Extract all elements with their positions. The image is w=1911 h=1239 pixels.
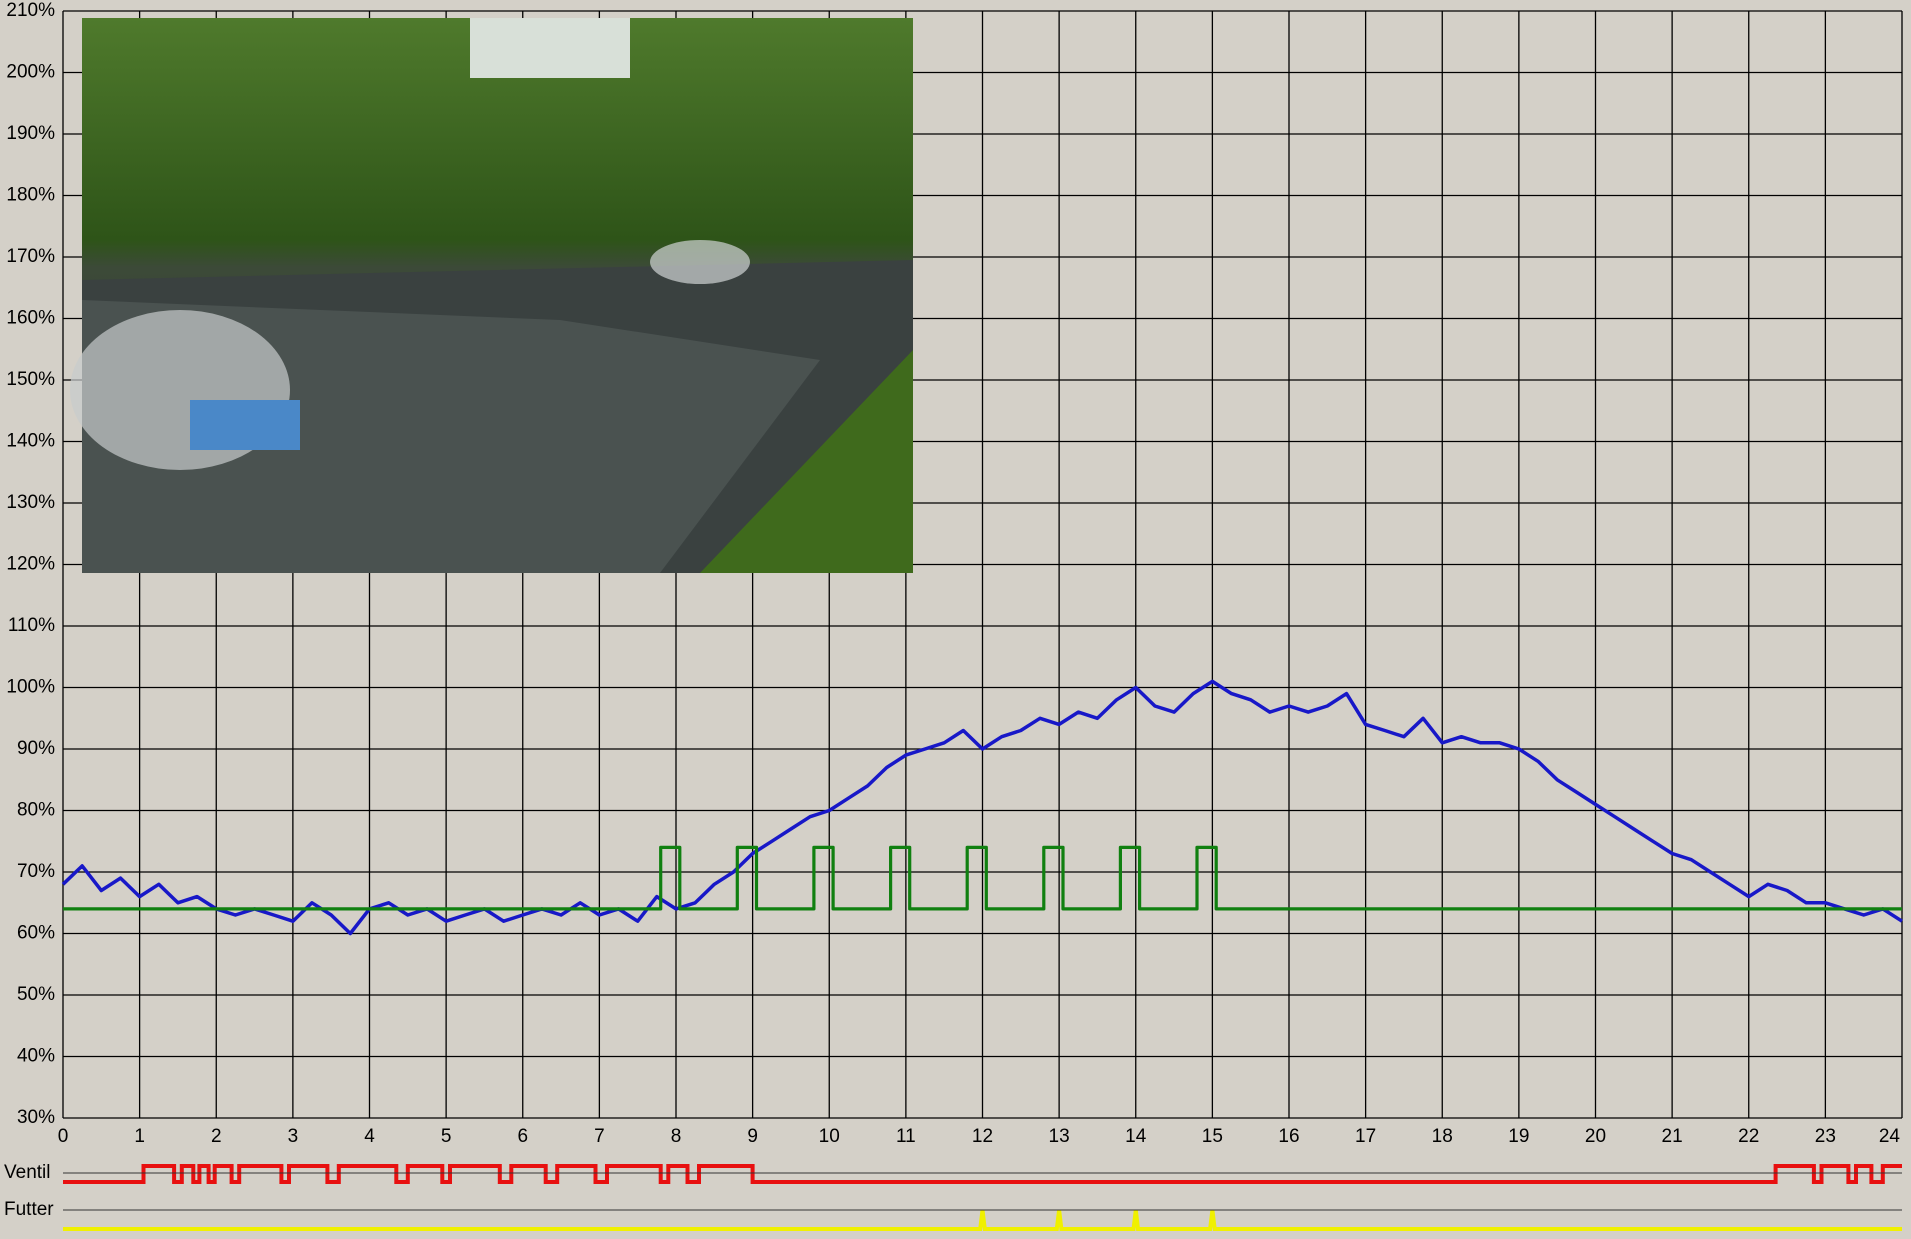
x-tick-label: 4	[364, 1126, 375, 1147]
y-tick-label: 100%	[6, 677, 55, 698]
track-label: Ventil	[4, 1162, 50, 1183]
photo-inset	[70, 18, 913, 573]
x-tick-label: 9	[747, 1126, 758, 1147]
y-tick-label: 210%	[6, 0, 55, 21]
y-tick-label: 160%	[6, 308, 55, 329]
y-tick-label: 30%	[17, 1107, 55, 1128]
y-tick-label: 120%	[6, 554, 55, 575]
x-tick-label: 5	[441, 1126, 452, 1147]
x-tick-label: 14	[1125, 1126, 1147, 1147]
x-tick-label: 16	[1278, 1126, 1299, 1147]
chart: 30%40%50%60%70%80%90%100%110%120%130%140…	[0, 0, 1911, 1239]
x-tick-label: 8	[671, 1126, 682, 1147]
x-tick-label: 12	[972, 1126, 993, 1147]
x-tick-label: 6	[517, 1126, 528, 1147]
x-tick-label: 17	[1355, 1126, 1376, 1147]
x-tick-label: 21	[1662, 1126, 1683, 1147]
x-tick-label: 1	[134, 1126, 145, 1147]
y-tick-label: 70%	[17, 861, 55, 882]
y-tick-label: 40%	[17, 1046, 55, 1067]
x-tick-label: 3	[288, 1126, 299, 1147]
y-tick-label: 110%	[8, 615, 55, 636]
x-tick-label: 7	[594, 1126, 605, 1147]
x-tick-label: 23	[1815, 1126, 1836, 1147]
track-signal	[63, 1166, 1902, 1182]
y-tick-label: 80%	[17, 800, 55, 821]
x-tick-label: 0	[58, 1126, 69, 1147]
y-tick-label: 60%	[17, 923, 55, 944]
x-tick-label: 20	[1585, 1126, 1606, 1147]
y-tick-label: 130%	[6, 492, 55, 513]
x-tick-label: 18	[1432, 1126, 1453, 1147]
track-signal	[63, 1210, 1902, 1229]
y-tick-label: 190%	[6, 123, 55, 144]
y-tick-label: 50%	[17, 984, 55, 1005]
y-tick-label: 150%	[6, 369, 55, 390]
y-tick-label: 90%	[17, 738, 55, 759]
y-tick-label: 180%	[6, 185, 55, 206]
x-tick-label: 10	[819, 1126, 840, 1147]
x-tick-label: 22	[1738, 1126, 1759, 1147]
y-tick-label: 200%	[6, 62, 55, 83]
x-tick-label: 15	[1202, 1126, 1223, 1147]
y-tick-label: 170%	[6, 246, 55, 267]
x-tick-label: 11	[896, 1126, 916, 1147]
track-label: Futter	[4, 1199, 54, 1220]
x-tick-label: 24	[1879, 1126, 1901, 1147]
y-tick-label: 140%	[6, 431, 55, 452]
x-tick-label: 2	[211, 1126, 222, 1147]
x-tick-label: 13	[1049, 1126, 1070, 1147]
x-tick-label: 19	[1508, 1126, 1529, 1147]
